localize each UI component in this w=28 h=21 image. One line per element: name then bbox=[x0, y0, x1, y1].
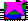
Reference 2 bbox=[14, 8, 15, 9]
Line: Reference 2: Reference 2 bbox=[0, 2, 28, 21]
H-Shaped bbox=[9, 10, 10, 11]
Line: H-Shaped: H-Shaped bbox=[0, 1, 28, 21]
Text: @ λ₁/2 size by: @ λ₁/2 size by bbox=[0, 0, 28, 7]
Text: ③: ③ bbox=[0, 0, 3, 15]
with Via+Slot bbox=[14, 8, 15, 9]
Text: max. directivity: max. directivity bbox=[0, 0, 28, 7]
Line: Reference 1: Reference 1 bbox=[0, 1, 28, 21]
Line: with Via+Slot: with Via+Slot bbox=[0, 1, 28, 15]
Text: (a): (a) bbox=[0, 20, 28, 21]
Legend: Reference 1, Reference 2, H-Shaped, with Via+Slot: Reference 1, Reference 2, H-Shaped, with… bbox=[0, 0, 16, 9]
